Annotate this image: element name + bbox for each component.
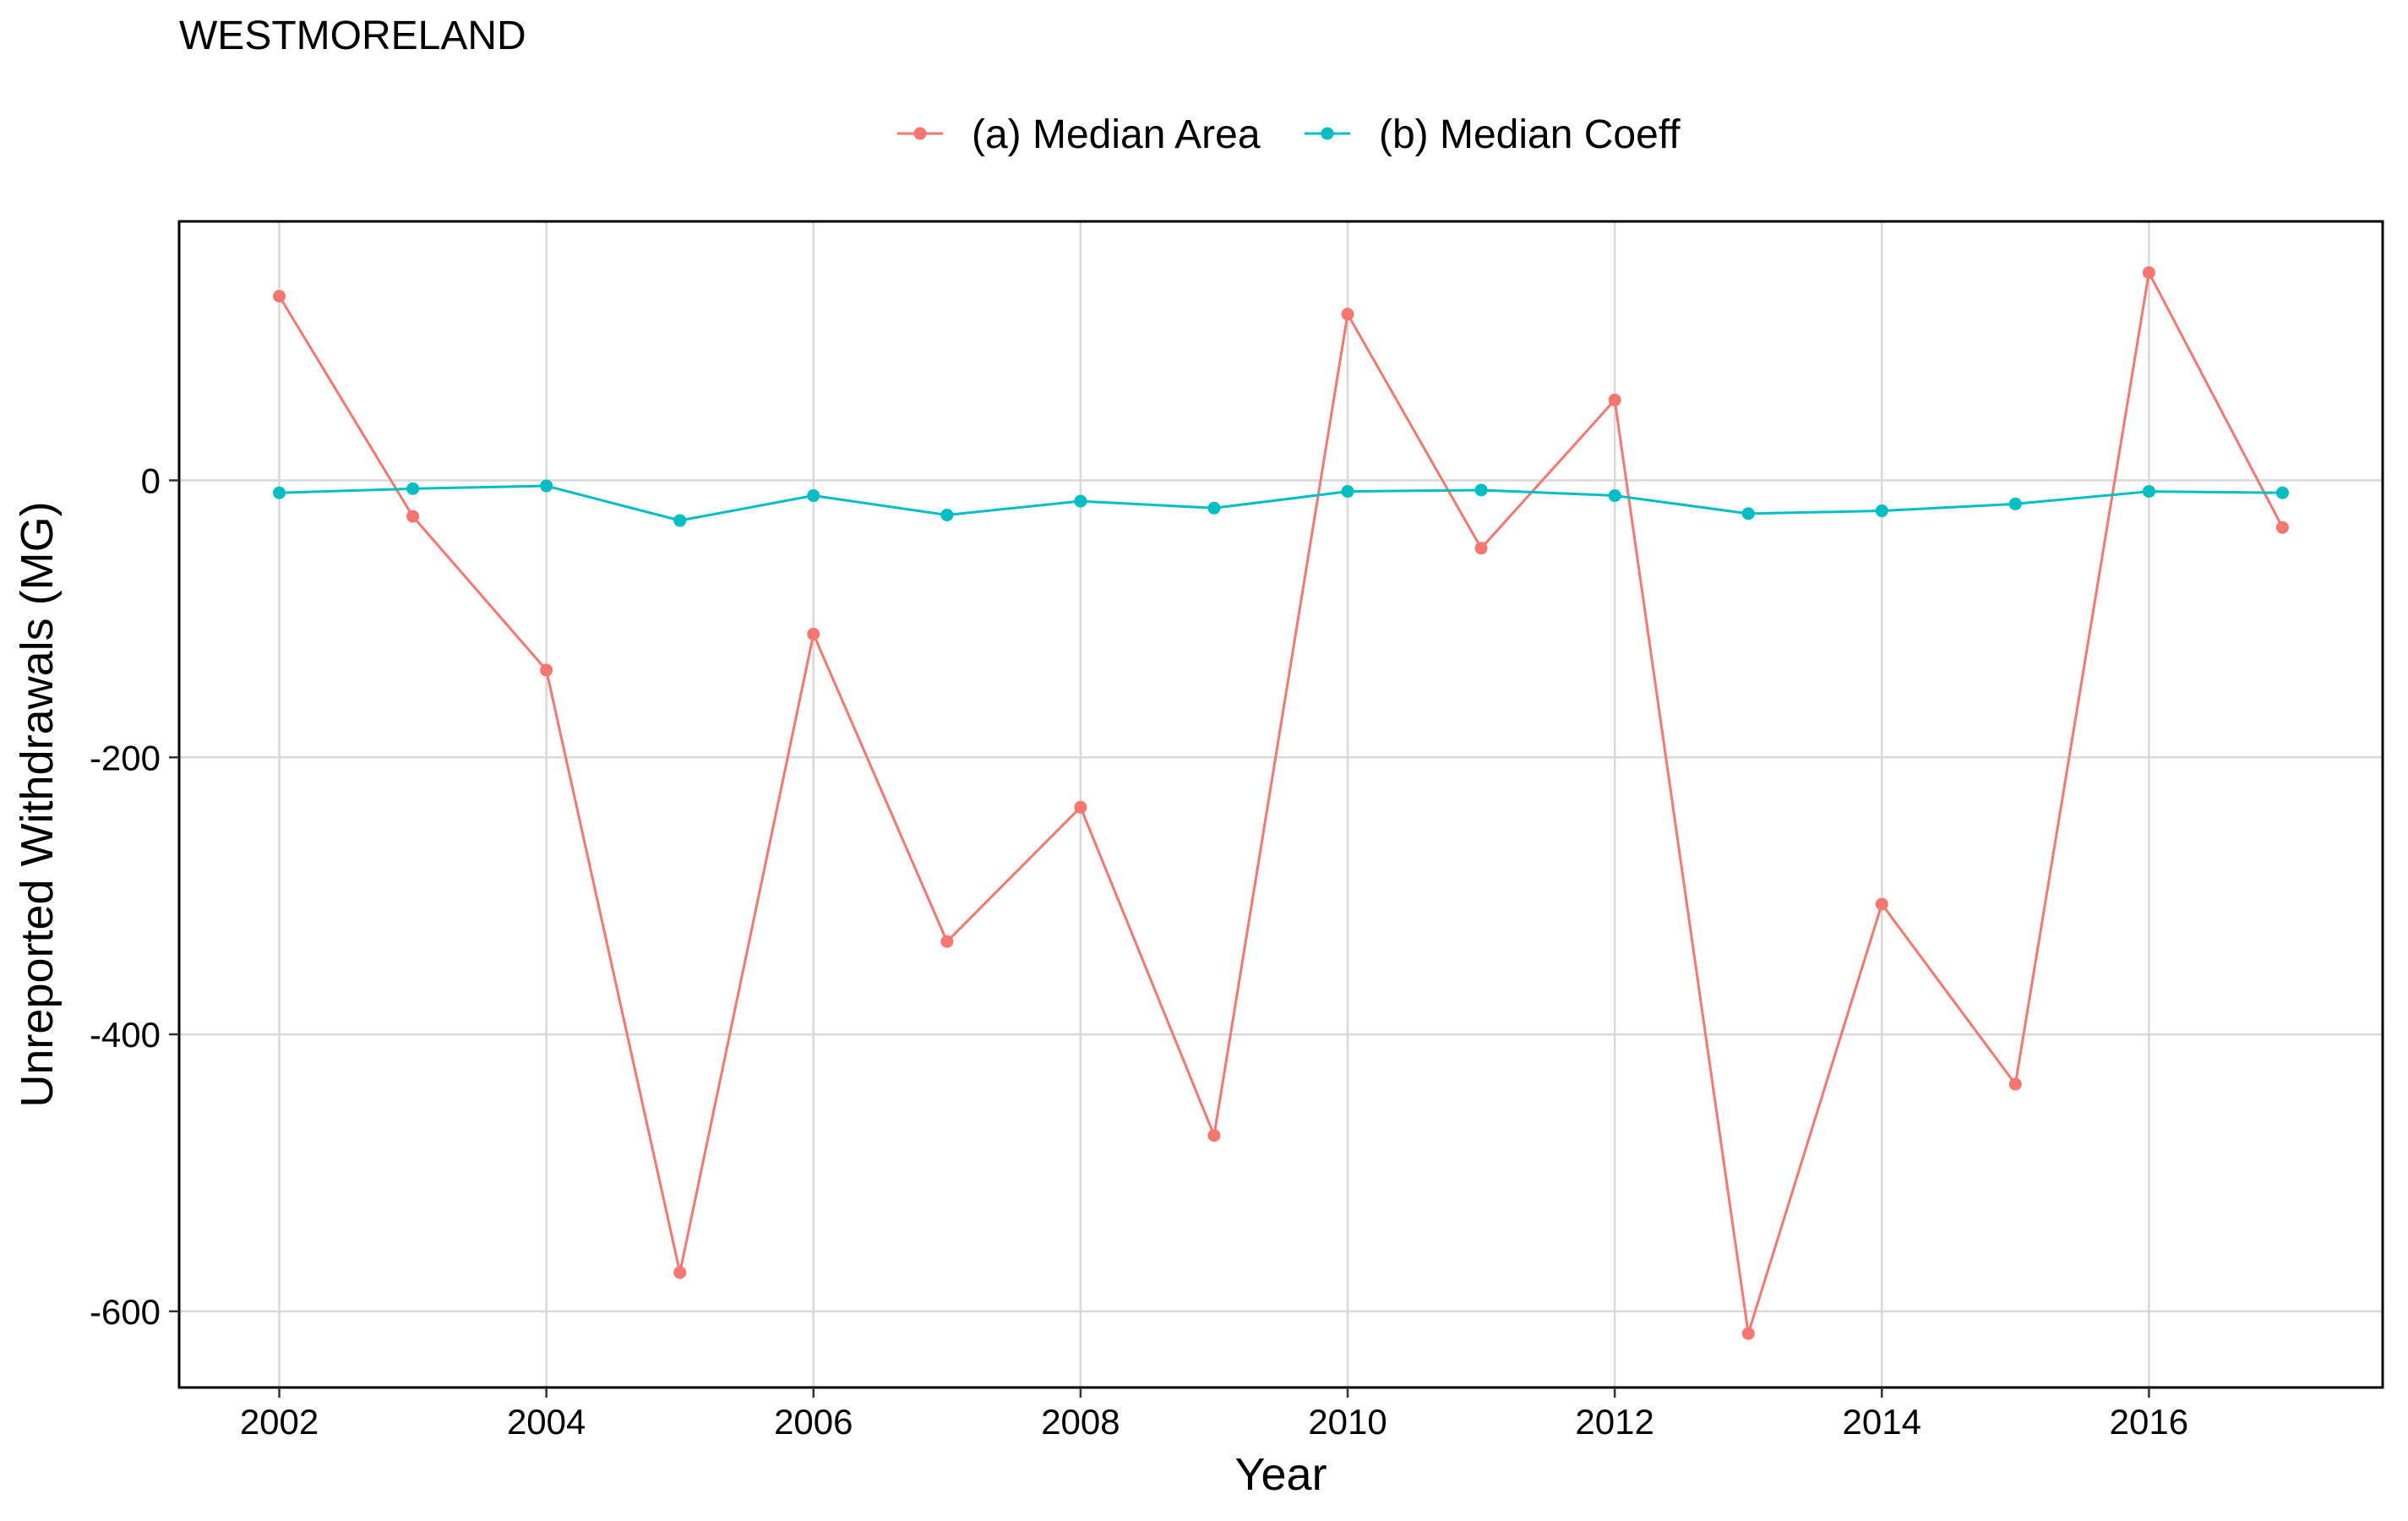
data-point — [1608, 393, 1621, 406]
series-line — [279, 484, 2283, 522]
data-point — [807, 627, 820, 641]
data-point — [2275, 486, 2289, 499]
series-b — [273, 479, 2289, 527]
legend-item: (b) Median Coeff — [1305, 112, 1681, 157]
x-axis: 2002 2004 2006 2008 2010 2012 2014 2016 — [240, 1387, 2188, 1442]
y-tick-label: -400 — [90, 1015, 161, 1055]
series-line — [278, 271, 2284, 1335]
data-point — [1341, 485, 1354, 499]
legend: (a) Median Area (b) Median Coeff — [897, 112, 1681, 157]
data-point — [940, 508, 954, 521]
data-point — [273, 486, 286, 499]
x-axis-title: Year — [1234, 1449, 1327, 1500]
data-point — [2142, 485, 2155, 499]
data-point — [1875, 504, 1888, 518]
y-axis-title: Unreported Withdrawals (MG) — [12, 501, 63, 1107]
x-tick-label: 2016 — [2110, 1402, 2188, 1442]
chart-title: WESTMORELAND — [179, 14, 526, 58]
data-point — [2008, 1077, 2022, 1091]
data-point — [540, 663, 553, 677]
x-tick-label: 2010 — [1308, 1402, 1387, 1442]
x-tick-label: 2004 — [507, 1402, 586, 1442]
data-point — [2142, 266, 2155, 280]
data-point — [406, 510, 420, 523]
series-layer — [273, 266, 2289, 1340]
data-point — [2008, 497, 2022, 510]
data-point — [673, 1266, 687, 1279]
data-point — [1875, 897, 1888, 911]
series-a — [273, 266, 2289, 1340]
x-tick-label: 2008 — [1041, 1402, 1120, 1442]
data-point — [1608, 489, 1621, 503]
legend-item: (a) Median Area — [897, 112, 1261, 157]
data-point — [1741, 1327, 1755, 1340]
data-point — [1074, 800, 1087, 814]
x-tick-label: 2006 — [774, 1402, 853, 1442]
data-point — [1341, 308, 1354, 321]
data-point — [673, 514, 687, 527]
grid — [179, 221, 2383, 1387]
y-tick-label: 0 — [141, 461, 161, 500]
legend-label: (b) Median Coeff — [1379, 112, 1681, 157]
data-point — [1474, 542, 1488, 555]
data-point — [807, 489, 820, 503]
data-point — [2275, 521, 2289, 534]
data-point — [1474, 483, 1488, 497]
plot-panel-border — [177, 220, 2384, 1389]
data-point — [1074, 494, 1087, 508]
x-tick-label: 2012 — [1575, 1402, 1653, 1442]
x-tick-label: 2014 — [1843, 1402, 1921, 1442]
y-axis: 0 -200 -400 -600 — [90, 461, 179, 1332]
y-tick-label: -600 — [90, 1292, 161, 1332]
data-point — [940, 935, 954, 948]
data-point — [273, 290, 286, 303]
legend-label: (a) Median Area — [972, 112, 1261, 157]
data-point — [406, 482, 420, 495]
data-point — [540, 479, 553, 493]
legend-key-point — [1321, 127, 1334, 140]
data-point — [1741, 507, 1755, 521]
legend-key-point — [913, 127, 927, 140]
x-tick-label: 2002 — [240, 1402, 319, 1442]
data-point — [1207, 501, 1221, 515]
y-tick-label: -200 — [90, 738, 161, 777]
data-point — [1207, 1129, 1221, 1142]
